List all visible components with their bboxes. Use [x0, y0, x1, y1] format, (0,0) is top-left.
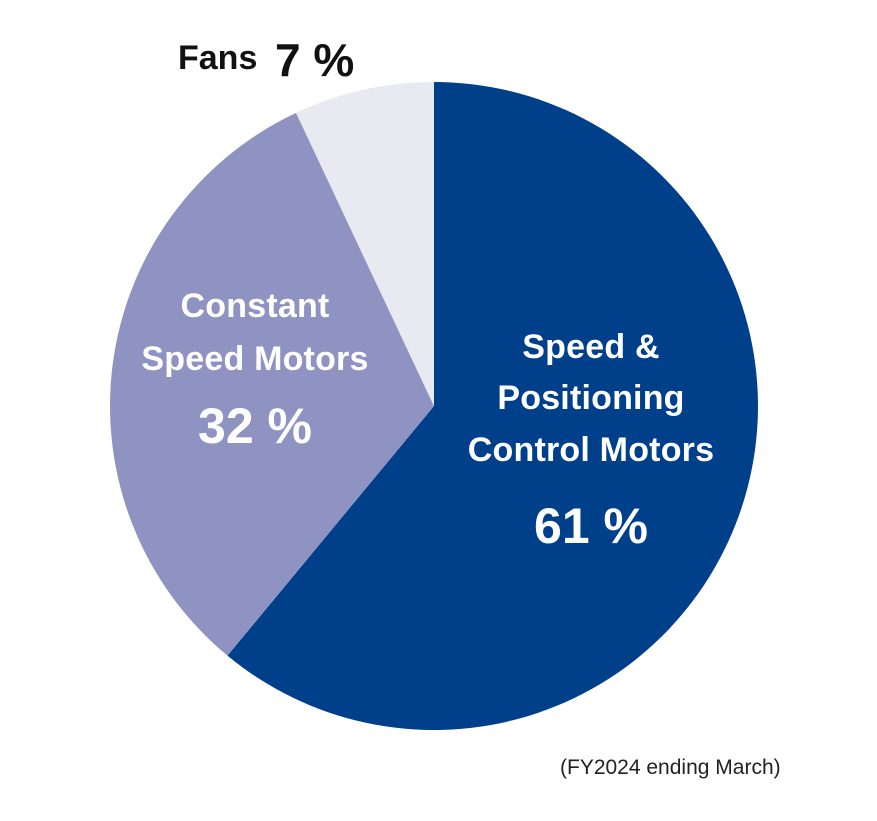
- slice-value-constant-speed: 32 %: [198, 398, 312, 454]
- slice-label-constant-speed-line-2: Speed Motors: [141, 340, 368, 378]
- slice-label-fans: Fans: [178, 39, 257, 77]
- pie-slice-speed-positioning: [227, 82, 758, 730]
- slice-label-speed-positioning-line-1: Speed &: [522, 328, 659, 366]
- pie-labels: Speed & Positioning Control Motors 61 % Cons…: [141, 34, 714, 554]
- footnote: (FY2024 ending March): [560, 756, 781, 779]
- slice-value-speed-positioning: 61 %: [534, 498, 648, 554]
- slice-label-speed-positioning-line-3: Control Motors: [468, 431, 714, 469]
- slice-label-speed-positioning-line-2: Positioning: [497, 379, 684, 417]
- pie-slice-fans: [296, 82, 434, 406]
- slice-label-constant-speed-line-1: Constant: [181, 287, 330, 325]
- pie-slice-constant-speed: [109, 112, 435, 656]
- slice-value-fans: 7 %: [275, 34, 354, 86]
- pie-slices: [109, 82, 758, 730]
